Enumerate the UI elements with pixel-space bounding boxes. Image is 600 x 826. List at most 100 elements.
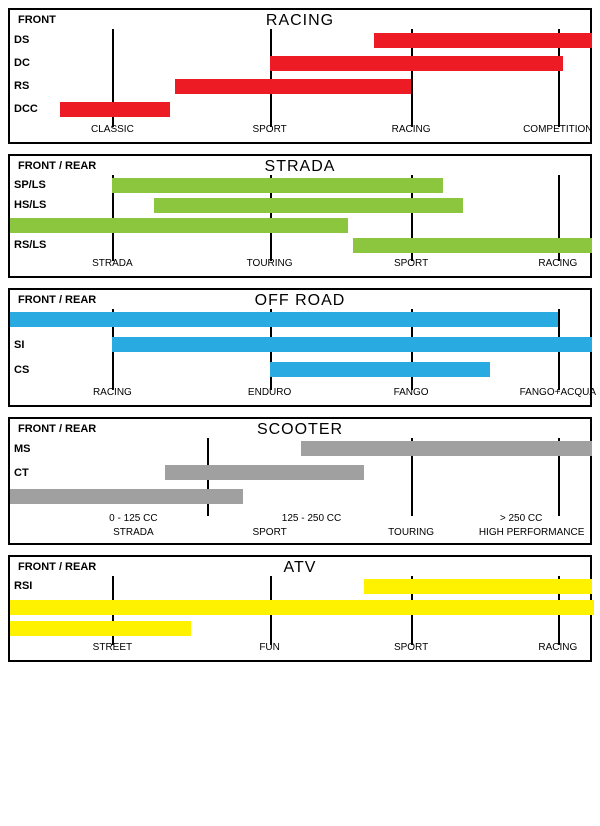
chart-row: SP/LS <box>60 178 584 192</box>
chart-row: CT <box>60 465 584 480</box>
row-label: DS <box>14 34 56 46</box>
x-label: FUN <box>259 642 280 653</box>
x-axis-labels: STRADATOURINGSPORTRACING <box>60 258 584 272</box>
chart-area: MS CT HF 0 - 125 CC 125 - 250 CC > 250 CC STRA… <box>60 441 584 539</box>
x-axis-labels: STREET FUN SPORT RACING <box>60 642 584 656</box>
bar <box>165 465 364 480</box>
bar <box>10 218 348 233</box>
bar-track <box>60 489 584 504</box>
chart-row: RS <box>60 78 584 94</box>
row-label: CS <box>14 364 56 376</box>
x-label: > 250 CC <box>500 513 543 524</box>
x-label: RACING <box>392 124 431 135</box>
x-label: STRADA <box>92 258 133 269</box>
x-label: SPORT <box>394 642 428 653</box>
chart-row: CS <box>60 362 584 377</box>
chart-row: RSI <box>60 579 584 593</box>
bar-track <box>60 600 584 615</box>
bar <box>154 198 463 213</box>
bar <box>353 238 592 253</box>
bar-track <box>60 178 584 193</box>
bar-track <box>60 337 584 352</box>
chart-row: DC <box>60 55 584 71</box>
x-label: CLASSIC <box>91 124 134 135</box>
panel-title: ATV <box>284 559 317 577</box>
x-label: 0 - 125 CC <box>109 513 157 524</box>
bar-track <box>60 198 584 213</box>
bar-track <box>60 362 584 377</box>
chart-row: MS <box>60 441 584 456</box>
bar <box>10 600 594 615</box>
chart-area: DSDCRSDCCCLASSICSPORTRACINGCOMPETITION <box>60 32 584 138</box>
panel-header: FRONT / REAR <box>18 294 96 306</box>
chart-area: RSISIATSSTREETFUNSPORTRACING <box>60 579 584 656</box>
x-label: RACING <box>538 258 577 269</box>
row-label: RS/LS <box>14 239 56 251</box>
x-axis-labels: CLASSICSPORTRACINGCOMPETITION <box>60 124 584 138</box>
x-sublabel: TOURING <box>388 527 434 538</box>
bar-track <box>60 465 584 480</box>
bar <box>364 579 592 594</box>
x-axis-labels: 0 - 125 CC 125 - 250 CC > 250 CC <box>60 513 584 527</box>
bar <box>60 102 170 117</box>
bar-track <box>60 621 584 636</box>
bar-track <box>60 79 584 94</box>
row-label: MS <box>14 443 56 455</box>
chart-row: DS <box>60 32 584 48</box>
panel-scooter: FRONT / REAR SCOOTER MS CT HF 0 - 125 CC 125 -… <box>8 417 592 545</box>
panel-header: FRONT <box>18 14 56 26</box>
x-label: RACING <box>93 387 132 398</box>
row-label: SP/LS <box>14 179 56 191</box>
panel-title: RACING <box>266 12 334 30</box>
panel-title: OFF ROAD <box>255 292 346 310</box>
x-axis-labels: RACINGENDUROFANGOFANGO+ACQUA <box>60 387 584 401</box>
x-label: 125 - 250 CC <box>282 513 341 524</box>
panel-atv: FRONT / REARATVRSISIATSSTREETFUNSPORTRAC… <box>8 555 592 662</box>
panel-header: FRONT / REAR <box>18 561 96 573</box>
bar <box>374 33 592 48</box>
x-label: SPORT <box>252 124 286 135</box>
x-label: STREET <box>93 642 132 653</box>
panel-title: SCOOTER <box>257 421 343 439</box>
panel-title: STRADA <box>265 158 336 176</box>
x-sublabel: SPORT <box>252 527 286 538</box>
x-label: RACING <box>538 642 577 653</box>
panel-off-road: FRONT / REAROFF ROADRSISICSRACINGENDUROF… <box>8 288 592 407</box>
x-sublabel: STRADA <box>113 527 154 538</box>
bar <box>10 312 558 327</box>
bar-track <box>60 441 584 456</box>
row-label: HS/LS <box>14 199 56 211</box>
bar <box>301 441 592 456</box>
x-sublabel: HIGH PERFORMANCE <box>479 527 585 538</box>
chart-area: RSISICSRACINGENDUROFANGOFANGO+ACQUA <box>60 312 584 401</box>
bar <box>10 489 243 504</box>
row-label: RS <box>14 80 56 92</box>
chart-row: HF <box>60 489 584 504</box>
bar-track <box>60 33 584 48</box>
chart-area: SP/LSHS/LSHF/HFRS/LSSTRADATOURINGSPORTRA… <box>60 178 584 272</box>
x-label: SPORT <box>394 258 428 269</box>
bar <box>270 56 563 71</box>
panel-header: FRONT / REAR <box>18 160 96 172</box>
bar <box>112 337 592 352</box>
row-label: DC <box>14 57 56 69</box>
bar <box>112 178 442 193</box>
chart-row: HS/LS <box>60 198 584 212</box>
row-label: RSI <box>14 580 56 592</box>
chart-row: SI <box>60 600 584 614</box>
row-label: CT <box>14 467 56 479</box>
bar-track <box>60 218 584 233</box>
bar <box>175 79 411 94</box>
bar-track <box>60 579 584 594</box>
bar-track <box>60 312 584 327</box>
chart-row: SI <box>60 337 584 352</box>
row-label: DCC <box>14 103 56 115</box>
row-label: SI <box>14 339 56 351</box>
chart-row: HF/HF <box>60 218 584 232</box>
bar-track <box>60 56 584 71</box>
panel-racing: FRONT RACING DS DC RS DCC CLASSIC SPORT RACING CO… <box>8 8 592 144</box>
panel-header: FRONT / REAR <box>18 423 96 435</box>
chart-row: RS/LS <box>60 238 584 252</box>
x-label: COMPETITION <box>523 124 592 135</box>
bar-track <box>60 238 584 253</box>
